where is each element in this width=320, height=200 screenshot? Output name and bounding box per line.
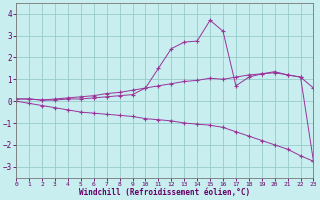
X-axis label: Windchill (Refroidissement éolien,°C): Windchill (Refroidissement éolien,°C): [79, 188, 250, 197]
